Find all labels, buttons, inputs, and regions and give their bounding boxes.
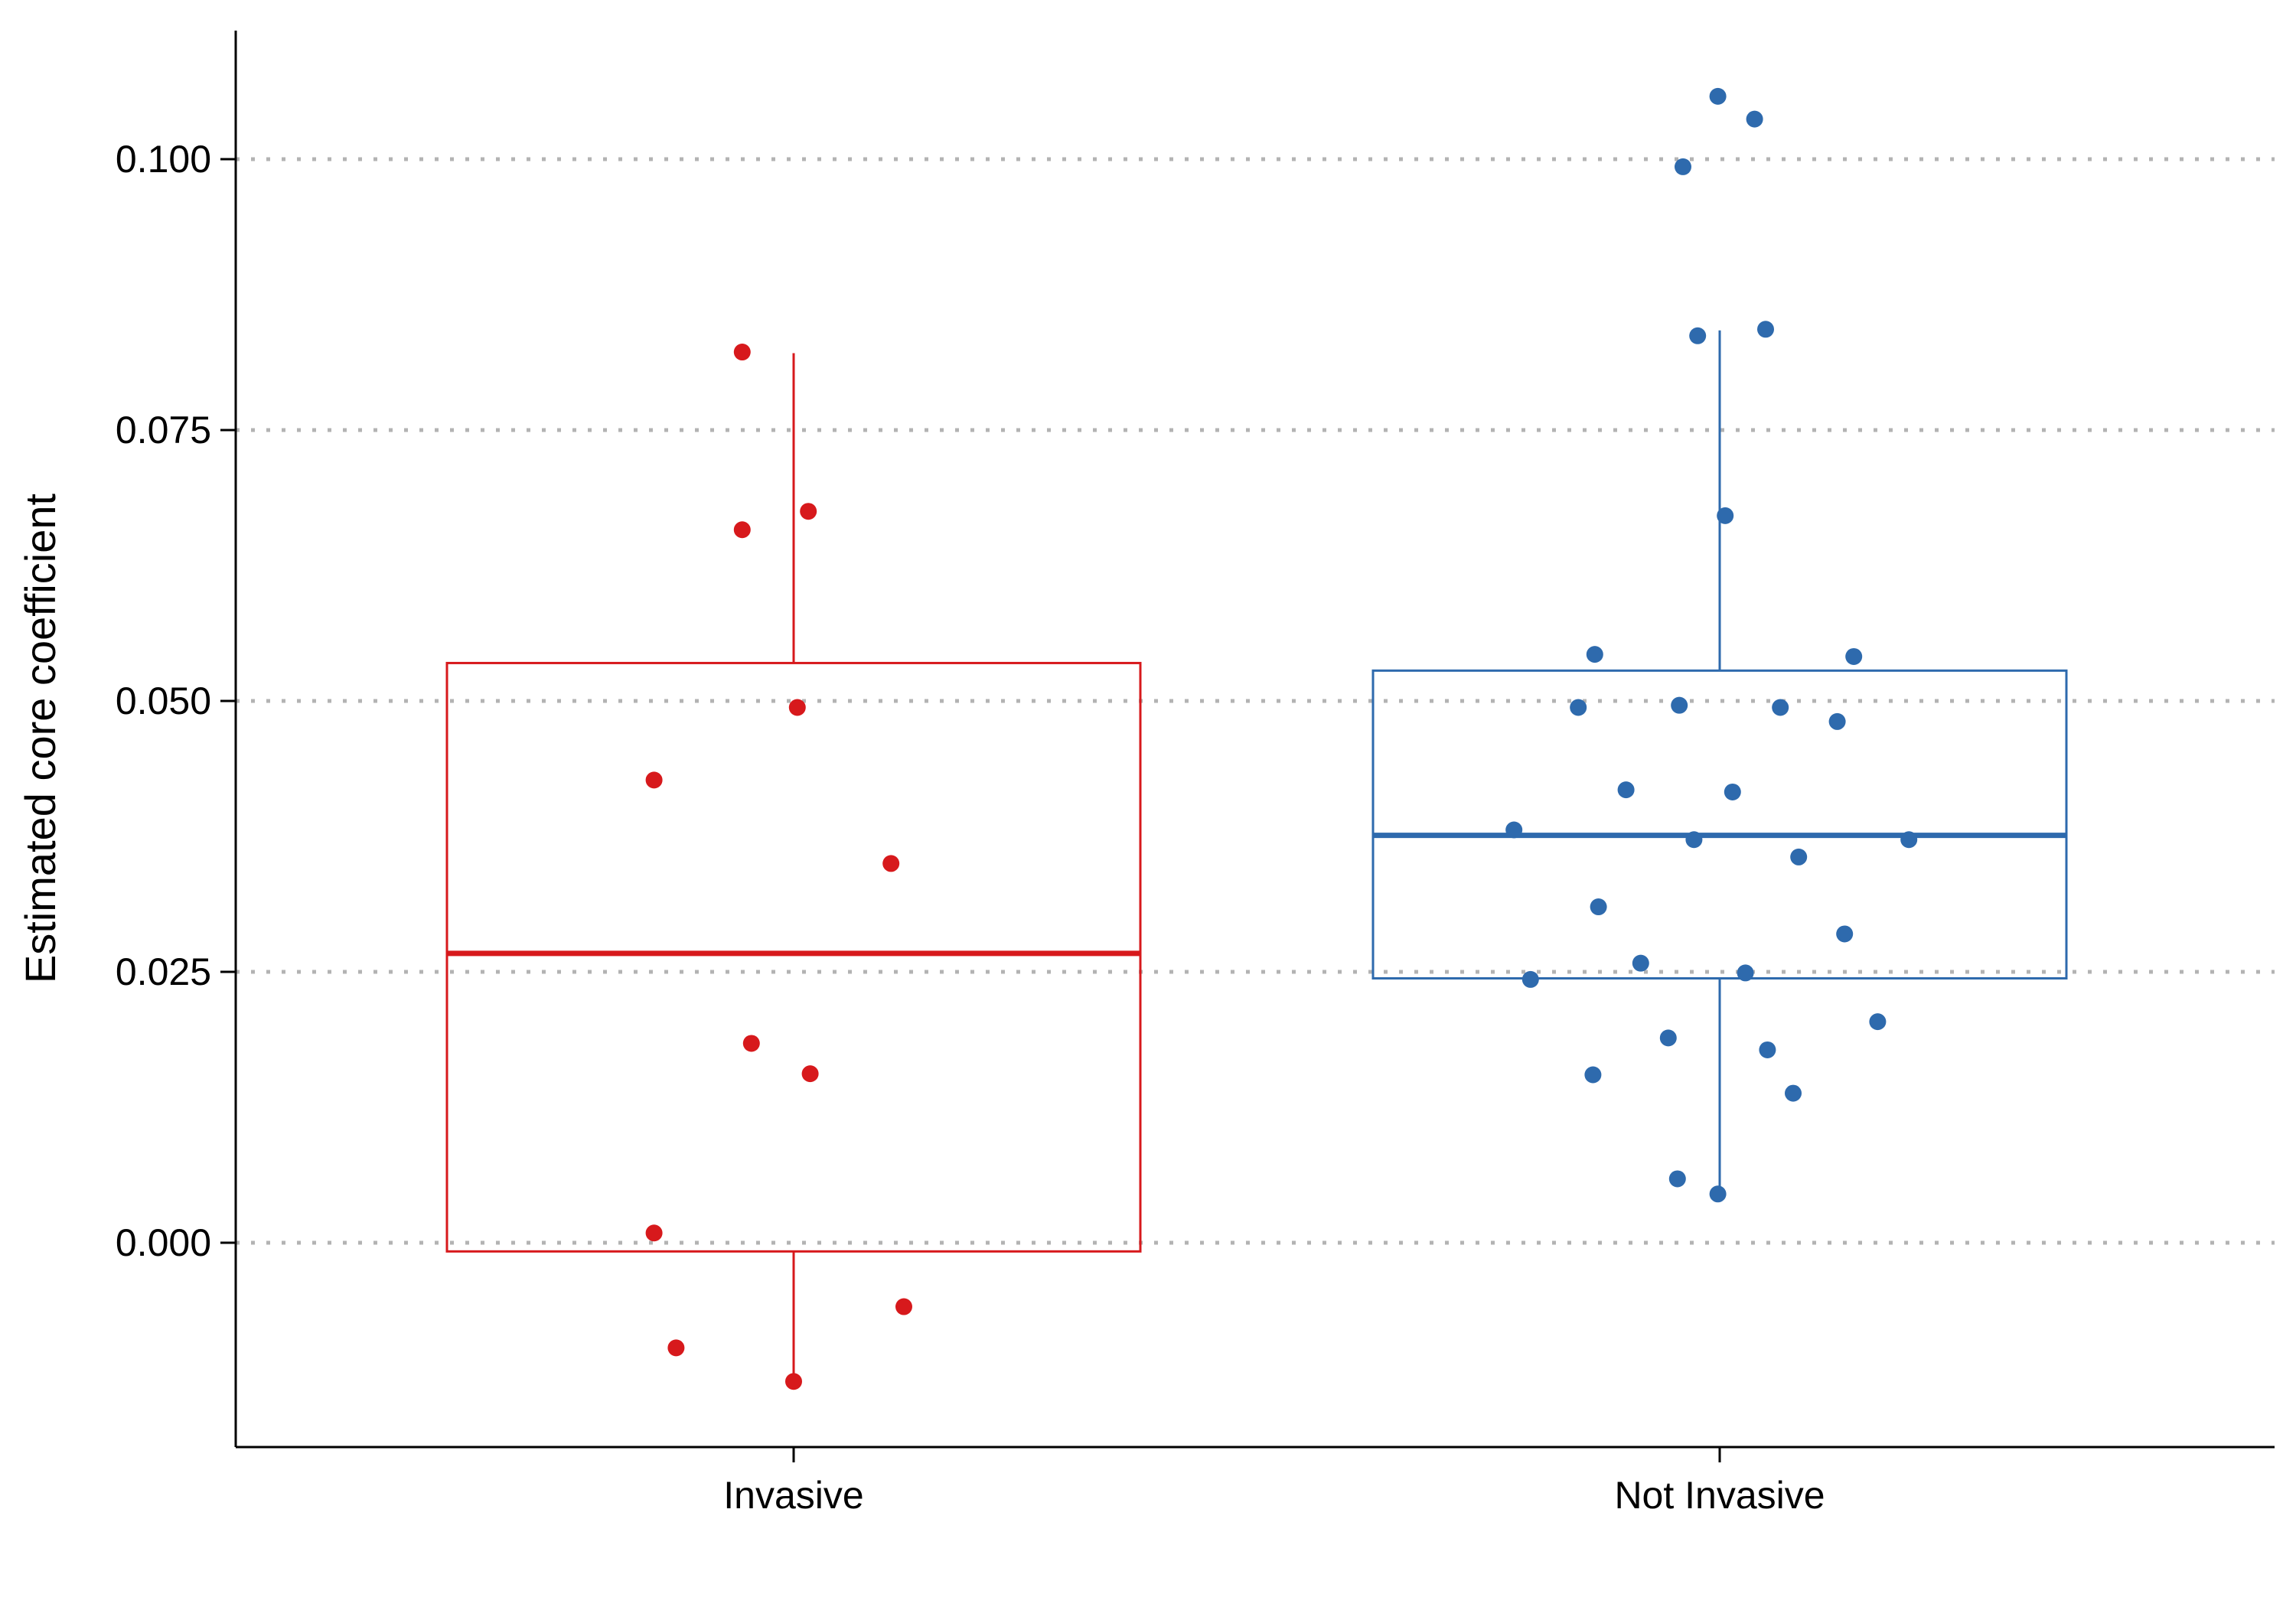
data-point xyxy=(1772,699,1789,716)
data-point xyxy=(1869,1013,1887,1031)
data-point xyxy=(788,699,806,716)
iqr-box xyxy=(445,661,1142,1253)
y-tick-label: 0.025 xyxy=(116,950,211,993)
box-invasive xyxy=(445,353,1142,1382)
data-point xyxy=(733,521,751,539)
data-point xyxy=(1759,1041,1776,1058)
data-point xyxy=(1590,898,1607,916)
x-axis-ticks: Invasive Not Invasive xyxy=(723,1447,1825,1517)
data-point xyxy=(1570,699,1587,716)
data-points xyxy=(645,87,1918,1390)
y-tick-label: 0.000 xyxy=(116,1221,211,1264)
data-point xyxy=(1785,1084,1802,1102)
y-axis-ticks: 0.000 0.025 0.050 0.075 0.100 xyxy=(116,138,236,1264)
data-point xyxy=(1671,696,1688,714)
x-tick-label: Invasive xyxy=(723,1474,863,1517)
data-point xyxy=(1617,781,1635,799)
data-point xyxy=(895,1298,912,1315)
data-point xyxy=(1737,964,1754,982)
data-point xyxy=(1584,1066,1602,1084)
data-point xyxy=(1724,783,1741,800)
data-point xyxy=(742,1035,760,1052)
boxplot-series xyxy=(445,330,2068,1382)
data-point xyxy=(1689,327,1707,344)
data-point xyxy=(801,1065,819,1083)
data-point xyxy=(1746,110,1763,128)
data-point xyxy=(1668,1170,1686,1188)
y-tick-label: 0.075 xyxy=(116,409,211,451)
y-axis-title: Estimated core coefficient xyxy=(16,493,64,983)
data-point xyxy=(1505,821,1523,839)
data-point xyxy=(1790,848,1808,865)
axes xyxy=(234,31,2275,1449)
data-point xyxy=(1757,321,1774,338)
y-tick-label: 0.100 xyxy=(116,138,211,181)
data-point xyxy=(1900,831,1918,849)
data-point xyxy=(1845,647,1863,665)
data-point xyxy=(645,1224,663,1242)
iqr-box xyxy=(1371,669,2068,980)
data-point xyxy=(667,1339,685,1357)
data-point xyxy=(785,1373,802,1390)
data-point xyxy=(1709,1185,1727,1203)
data-point xyxy=(1675,158,1691,175)
y-tick-label: 0.050 xyxy=(116,680,211,722)
x-tick-label: Not Invasive xyxy=(1614,1474,1825,1517)
data-point xyxy=(1685,831,1703,849)
box-not-invasive xyxy=(1371,330,2068,1195)
data-point xyxy=(1836,925,1854,943)
data-point xyxy=(733,344,751,361)
data-point xyxy=(882,855,900,872)
data-point xyxy=(1828,712,1846,730)
grid-lines xyxy=(236,157,2275,1245)
data-point xyxy=(1659,1029,1677,1047)
data-point xyxy=(1717,507,1734,524)
data-point xyxy=(645,771,663,789)
data-point xyxy=(1632,954,1649,972)
data-point xyxy=(1709,87,1727,105)
data-point xyxy=(800,503,817,520)
data-point xyxy=(1586,646,1603,663)
data-point xyxy=(1521,970,1539,988)
